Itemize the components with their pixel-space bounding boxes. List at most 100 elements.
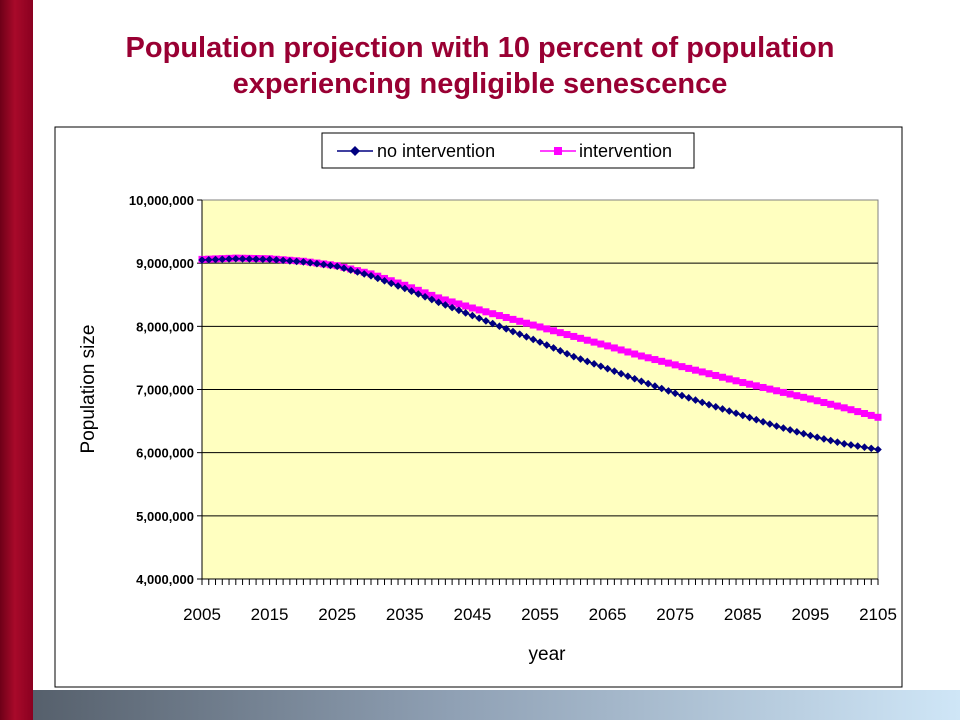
data-point-no-intervention — [603, 364, 612, 373]
data-point-intervention — [786, 390, 794, 398]
data-point-intervention — [428, 291, 436, 299]
data-point-intervention — [705, 370, 713, 378]
data-point-no-intervention — [549, 344, 558, 352]
data-point-no-intervention — [272, 256, 281, 264]
data-point-no-intervention — [198, 256, 206, 264]
legend-marker-intervention — [554, 147, 562, 155]
data-point-no-intervention — [475, 314, 483, 323]
data-point-no-intervention — [793, 428, 801, 436]
data-point-no-intervention — [414, 290, 423, 298]
data-point-no-intervention — [468, 311, 477, 320]
data-point-no-intervention — [333, 262, 341, 271]
data-point-no-intervention — [651, 382, 659, 390]
data-point-intervention — [610, 344, 618, 352]
y-tick-label: 4,000,000 — [136, 572, 194, 587]
data-point-no-intervention — [495, 322, 504, 331]
data-point-intervention — [671, 361, 679, 369]
data-point-no-intervention — [718, 405, 727, 413]
data-point-no-intervention — [204, 255, 213, 264]
data-point-intervention — [462, 302, 470, 310]
data-point-intervention — [495, 312, 503, 320]
data-point-no-intervention — [570, 352, 578, 361]
x-tick-label: 2025 — [318, 605, 356, 624]
data-point-no-intervention — [806, 431, 815, 440]
data-point-no-intervention — [401, 284, 409, 293]
data-point-no-intervention — [813, 433, 821, 442]
data-point-intervention — [698, 368, 706, 376]
data-point-intervention — [563, 331, 571, 339]
data-point-no-intervention — [590, 360, 598, 368]
data-point-no-intervention — [664, 387, 673, 395]
data-point-intervention — [725, 375, 733, 383]
data-point-no-intervention — [860, 443, 869, 452]
data-point-intervention — [421, 289, 429, 297]
data-point-no-intervention — [313, 259, 321, 268]
data-point-no-intervention — [732, 409, 740, 418]
y-tick-label: 10,000,000 — [129, 193, 194, 208]
data-point-no-intervention — [637, 377, 646, 386]
data-point-intervention — [644, 354, 652, 362]
data-point-intervention — [543, 325, 551, 333]
data-point-intervention — [800, 393, 808, 401]
data-point-no-intervention — [306, 258, 314, 267]
data-point-no-intervention — [630, 374, 639, 383]
data-point-no-intervention — [340, 264, 348, 273]
data-point-intervention — [651, 356, 659, 364]
data-point-no-intervention — [373, 274, 382, 283]
data-point-no-intervention — [279, 256, 287, 265]
data-point-no-intervention — [752, 415, 761, 424]
data-point-no-intervention — [218, 255, 227, 264]
legend-box — [321, 132, 695, 169]
x-tick-label: 2095 — [791, 605, 829, 624]
data-point-no-intervention — [576, 355, 585, 363]
x-axis-title: year — [529, 644, 567, 665]
legend-label-intervention: intervention — [579, 141, 672, 161]
data-point-intervention — [590, 338, 598, 346]
data-point-no-intervention — [556, 347, 565, 355]
data-point-no-intervention — [583, 357, 592, 366]
data-point-intervention — [617, 346, 625, 354]
data-point-no-intervention — [387, 279, 396, 288]
data-point-no-intervention — [421, 292, 429, 301]
data-point-intervention — [719, 373, 727, 381]
data-point-intervention — [475, 306, 483, 314]
data-point-intervention — [793, 392, 801, 400]
data-point-no-intervention — [739, 411, 747, 420]
data-point-no-intervention — [678, 391, 686, 400]
data-point-no-intervention — [840, 440, 848, 448]
data-point-no-intervention — [766, 420, 774, 428]
data-point-no-intervention — [238, 255, 247, 263]
data-point-no-intervention — [610, 367, 619, 375]
data-point-no-intervention — [434, 298, 443, 307]
data-point-intervention — [827, 400, 835, 408]
data-point-intervention — [840, 404, 848, 412]
data-point-intervention — [435, 294, 443, 302]
x-tick-label: 2035 — [386, 605, 424, 624]
y-tick-label: 5,000,000 — [136, 509, 194, 524]
data-point-no-intervention — [779, 424, 788, 432]
data-point-no-intervention — [265, 255, 274, 264]
data-point-intervention — [691, 366, 699, 374]
data-point-intervention — [570, 332, 578, 340]
data-point-intervention — [860, 410, 868, 418]
data-point-no-intervention — [542, 341, 551, 349]
data-point-no-intervention — [644, 379, 652, 388]
data-point-intervention — [867, 411, 875, 419]
data-point-no-intervention — [867, 444, 876, 453]
data-point-intervention — [854, 408, 862, 416]
data-point-no-intervention — [529, 335, 538, 344]
data-point-intervention — [448, 298, 456, 306]
data-point-no-intervention — [597, 362, 605, 371]
data-point-no-intervention — [488, 319, 497, 328]
x-tick-label: 2005 — [183, 605, 221, 624]
data-point-no-intervention — [853, 442, 862, 450]
x-tick-label: 2105 — [859, 605, 897, 624]
data-point-no-intervention — [515, 330, 524, 338]
data-point-no-intervention — [380, 277, 389, 285]
data-point-intervention — [833, 402, 841, 410]
data-point-no-intervention — [245, 255, 254, 263]
data-point-no-intervention — [232, 254, 240, 263]
x-tick-label: 2075 — [656, 605, 694, 624]
data-point-no-intervention — [826, 436, 835, 445]
